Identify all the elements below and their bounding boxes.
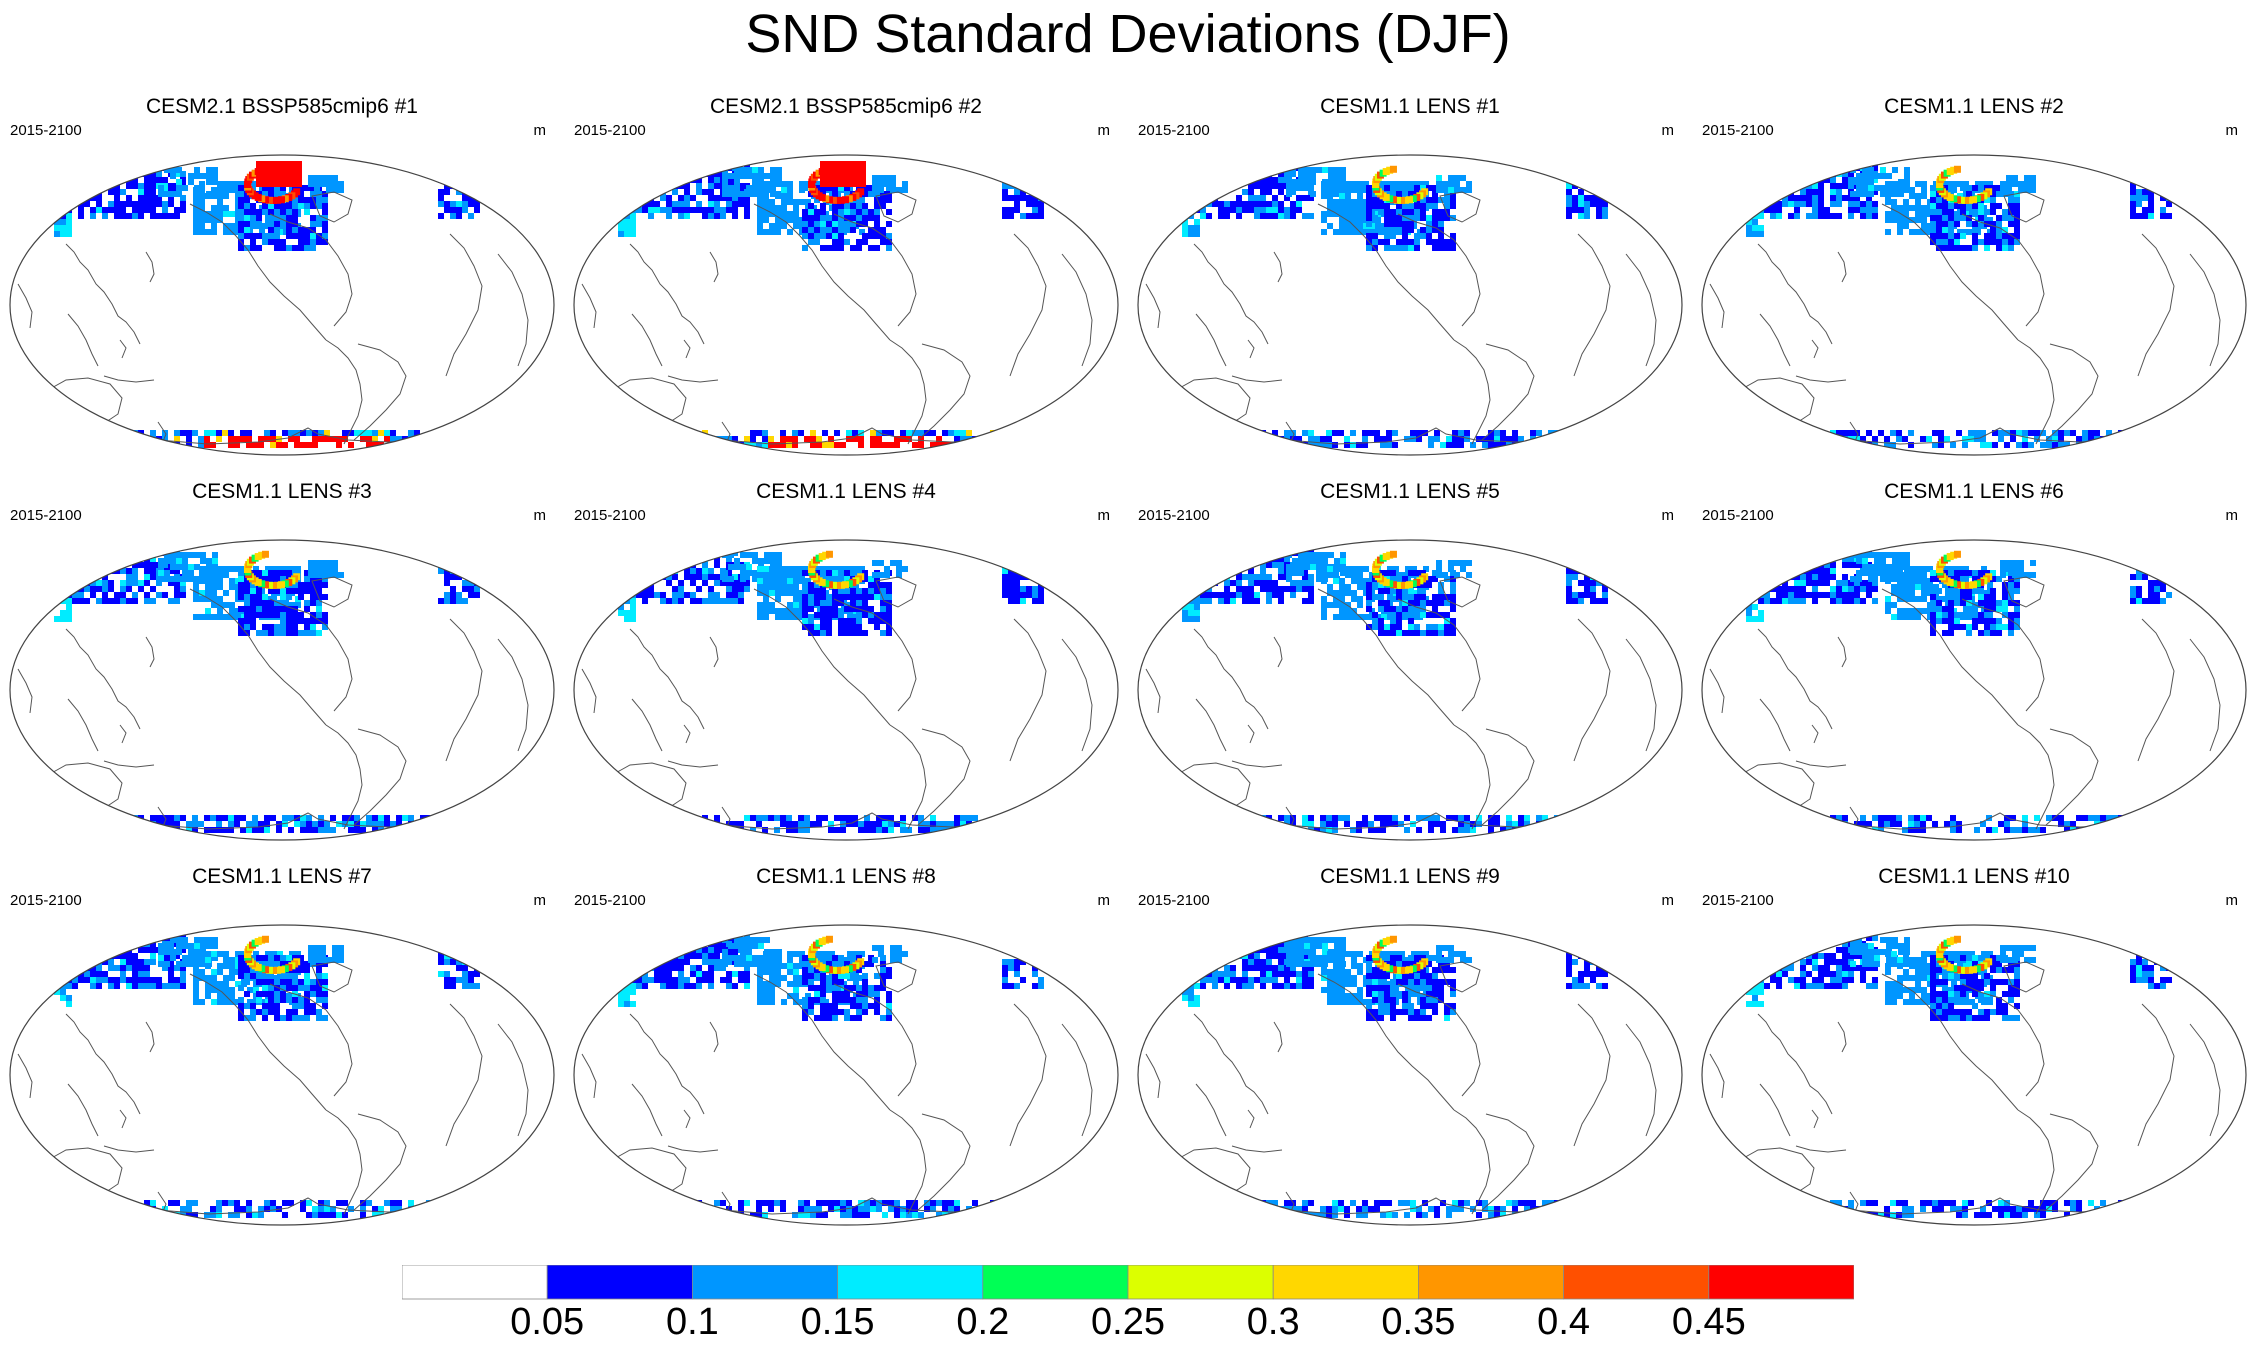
panel-title: CESM1.1 LENS #3 — [192, 480, 372, 503]
map-panel: CESM1.1 LENS #6 2015-2100 m — [1692, 479, 2256, 859]
panel-units: m — [1097, 892, 1111, 909]
map-panel: CESM1.1 LENS #7 2015-2100 m — [0, 864, 564, 1244]
panel-title: CESM1.1 LENS #6 — [1884, 480, 2064, 503]
map-panel: CESM1.1 LENS #4 2015-2100 m — [564, 479, 1128, 859]
panel-units: m — [1661, 507, 1675, 524]
world-map — [1137, 539, 1683, 841]
colorbar-swatch — [1127, 1265, 1274, 1300]
panel-period: 2015-2100 — [574, 507, 646, 524]
panel-title: CESM1.1 LENS #9 — [1320, 865, 1500, 888]
panel-title: CESM1.1 LENS #5 — [1320, 480, 1500, 503]
colorbar-tick-label: 0.3 — [1246, 1301, 1300, 1343]
panel-period: 2015-2100 — [1702, 507, 1774, 524]
colorbar-swatch — [982, 1265, 1129, 1300]
panel-title: CESM2.1 BSSP585cmip6 #2 — [710, 95, 982, 118]
world-map — [9, 154, 555, 456]
main-title: SND Standard Deviations (DJF) — [745, 4, 1511, 64]
map-panel: CESM1.1 LENS #10 2015-2100 m — [1692, 864, 2256, 1244]
map-panel: CESM1.1 LENS #5 2015-2100 m — [1128, 479, 1692, 859]
panel-units: m — [1097, 122, 1111, 139]
colorbar-tick-label: 0.2 — [956, 1301, 1010, 1343]
world-map — [1137, 924, 1683, 1226]
panel-period: 2015-2100 — [10, 892, 82, 909]
panel-period: 2015-2100 — [1138, 507, 1210, 524]
panel-units: m — [1661, 122, 1675, 139]
map-panel: CESM2.1 BSSP585cmip6 #1 2015-2100 m — [0, 94, 564, 474]
colorbar-swatch — [837, 1265, 984, 1300]
map-panel: CESM1.1 LENS #1 2015-2100 m — [1128, 94, 1692, 474]
panel-title: CESM1.1 LENS #1 — [1320, 95, 1500, 118]
panel-period: 2015-2100 — [10, 507, 82, 524]
world-map — [9, 539, 555, 841]
panel-units: m — [1661, 892, 1675, 909]
map-panel: CESM2.1 BSSP585cmip6 #2 2015-2100 m — [564, 94, 1128, 474]
colorbar-tick-label: 0.45 — [1671, 1301, 1746, 1343]
world-map — [1701, 154, 2247, 456]
panel-period: 2015-2100 — [1702, 122, 1774, 139]
world-map — [1137, 154, 1683, 456]
panel-title: CESM2.1 BSSP585cmip6 #1 — [146, 95, 418, 118]
panel-period: 2015-2100 — [1138, 892, 1210, 909]
world-map — [573, 924, 1119, 1226]
map-panel: CESM1.1 LENS #2 2015-2100 m — [1692, 94, 2256, 474]
world-map — [573, 539, 1119, 841]
colorbar — [402, 1265, 1854, 1300]
world-map — [1701, 924, 2247, 1226]
map-panel: CESM1.1 LENS #9 2015-2100 m — [1128, 864, 1692, 1244]
panel-units: m — [2225, 507, 2239, 524]
colorbar-swatch — [691, 1265, 838, 1300]
colorbar-swatch — [1708, 1265, 1854, 1300]
panel-units: m — [2225, 122, 2239, 139]
map-panel: CESM1.1 LENS #8 2015-2100 m — [564, 864, 1128, 1244]
panel-units: m — [1097, 507, 1111, 524]
colorbar-swatch — [1418, 1265, 1565, 1300]
colorbar-swatch — [546, 1265, 693, 1300]
world-map — [9, 924, 555, 1226]
panel-title: CESM1.1 LENS #2 — [1884, 95, 2064, 118]
panel-units: m — [533, 892, 547, 909]
colorbar-swatch — [402, 1265, 548, 1300]
panel-period: 2015-2100 — [574, 122, 646, 139]
panel-period: 2015-2100 — [10, 122, 82, 139]
colorbar-tick-label: 0.05 — [510, 1301, 585, 1343]
colorbar-tick-label: 0.4 — [1537, 1301, 1591, 1343]
panel-title: CESM1.1 LENS #7 — [192, 865, 372, 888]
colorbar-tick-label: 0.15 — [800, 1301, 875, 1343]
colorbar-tick-label: 0.35 — [1381, 1301, 1456, 1343]
panel-period: 2015-2100 — [1138, 122, 1210, 139]
panel-period: 2015-2100 — [1702, 892, 1774, 909]
world-map — [1701, 539, 2247, 841]
colorbar-tick-label: 0.25 — [1091, 1301, 1165, 1343]
map-panel: CESM1.1 LENS #3 2015-2100 m — [0, 479, 564, 859]
colorbar-swatch — [1563, 1265, 1710, 1300]
colorbar-swatch — [1272, 1265, 1419, 1300]
panel-title: CESM1.1 LENS #10 — [1878, 865, 2070, 888]
world-map — [573, 154, 1119, 456]
panel-units: m — [533, 507, 547, 524]
panel-title: CESM1.1 LENS #4 — [756, 480, 936, 503]
panel-units: m — [2225, 892, 2239, 909]
colorbar-tick-label: 0.1 — [665, 1301, 719, 1343]
panel-period: 2015-2100 — [574, 892, 646, 909]
panel-title: CESM1.1 LENS #8 — [756, 865, 936, 888]
panel-units: m — [533, 122, 547, 139]
